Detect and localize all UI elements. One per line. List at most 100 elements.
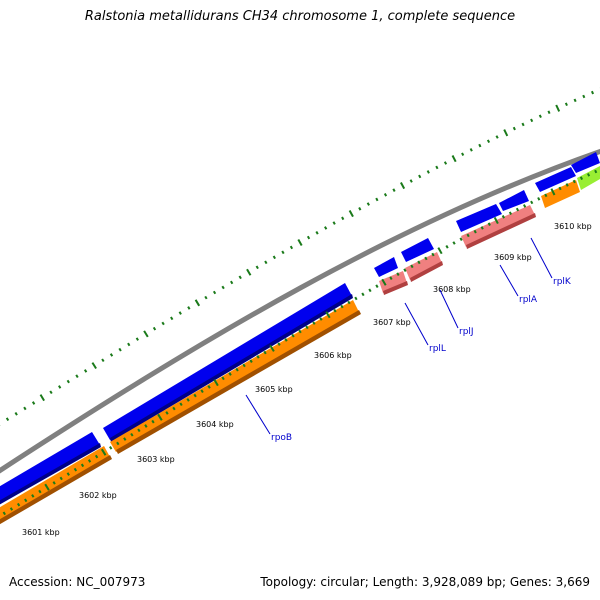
- minor-tick: [59, 476, 63, 481]
- major-tick: [91, 362, 97, 370]
- minor-tick: [83, 369, 88, 373]
- outer-scale-dots: [0, 87, 600, 426]
- minor-tick: [200, 389, 204, 394]
- minor-tick: [333, 308, 337, 313]
- minor-tick: [80, 463, 85, 468]
- minor-tick: [123, 437, 127, 441]
- minor-tick: [58, 385, 62, 389]
- minor-tick: [312, 321, 316, 325]
- tick-label: 3607 kbp: [373, 318, 411, 327]
- minor-tick: [172, 406, 176, 411]
- minor-tick: [452, 241, 456, 245]
- cds-feature: [499, 190, 529, 211]
- major-tick: [143, 330, 149, 338]
- rna-bar: [461, 205, 535, 247]
- tick-label: 3603 kbp: [137, 455, 175, 464]
- major-tick: [213, 379, 219, 387]
- minor-tick: [530, 118, 534, 123]
- rna-bar: [379, 271, 407, 293]
- minor-tick: [170, 316, 174, 321]
- minor-tick: [230, 280, 234, 285]
- minor-tick: [417, 260, 421, 265]
- reverse-bar: [110, 300, 359, 452]
- minor-tick: [495, 135, 499, 139]
- minor-tick: [315, 231, 319, 235]
- chromosome-backbone: [0, 148, 600, 474]
- minor-tick: [152, 326, 157, 331]
- minor-tick: [305, 325, 309, 330]
- cds-shadow: [0, 443, 101, 505]
- cds-feature: [374, 257, 398, 277]
- minor-tick: [151, 419, 155, 424]
- minor-tick: [443, 161, 448, 165]
- minor-tick: [375, 197, 379, 202]
- gene-label-rpla[interactable]: rplA: [519, 295, 538, 305]
- minor-tick: [392, 188, 396, 192]
- cds-feature: [571, 152, 600, 173]
- minor-tick: [212, 290, 217, 295]
- minor-tick: [109, 353, 114, 357]
- cds-feature: [535, 167, 576, 192]
- minor-tick: [396, 272, 400, 276]
- minor-tick: [538, 114, 542, 119]
- minor-tick: [383, 193, 388, 197]
- minor-tick: [284, 338, 288, 342]
- minor-tick: [291, 333, 295, 338]
- cds-feature: [0, 432, 100, 503]
- minor-tick: [277, 342, 281, 346]
- minor-tick: [478, 143, 482, 148]
- minor-tick: [409, 179, 413, 183]
- minor-tick: [579, 176, 584, 181]
- tick-label: 3604 kbp: [196, 420, 234, 429]
- minor-tick: [186, 398, 190, 402]
- minor-tick: [469, 148, 473, 152]
- topology-summary: Topology: circular; Length: 3,928,089 bp…: [260, 575, 590, 589]
- minor-tick: [272, 255, 276, 260]
- minor-tick: [368, 288, 372, 293]
- minor-tick: [256, 355, 260, 359]
- minor-tick: [137, 428, 141, 433]
- minor-tick: [31, 494, 35, 498]
- minor-tick: [347, 300, 351, 305]
- minor-tick: [23, 406, 27, 411]
- minor-tick: [424, 256, 428, 261]
- forward-cds-shadow: [0, 294, 353, 505]
- minor-tick: [238, 275, 242, 280]
- minor-tick: [298, 329, 302, 334]
- map-title: Ralstonia metallidurans CH34 chromosome …: [84, 9, 516, 24]
- gene-label-rpll[interactable]: rplL: [429, 344, 446, 354]
- minor-tick: [501, 215, 505, 219]
- minor-tick: [38, 489, 42, 494]
- minor-tick: [221, 376, 225, 381]
- minor-tick: [75, 374, 79, 379]
- other-feature: [577, 166, 600, 190]
- major-tick: [348, 210, 354, 218]
- minor-tick: [445, 245, 449, 249]
- gene-label-rpob[interactable]: rpoB: [271, 433, 292, 443]
- accession-text: Accession: NC_007973: [9, 575, 146, 589]
- minor-tick: [66, 379, 70, 384]
- cds-feature: [456, 204, 502, 232]
- cds-feature-rpob: [103, 283, 352, 440]
- minor-tick: [187, 306, 191, 310]
- minor-tick: [358, 207, 362, 211]
- minor-tick: [544, 193, 548, 198]
- minor-tick: [486, 139, 491, 144]
- minor-tick: [410, 264, 414, 269]
- minor-tick: [590, 90, 595, 95]
- major-tick: [269, 344, 275, 352]
- scale-labels: 3601 kbp 3602 kbp 3603 kbp 3604 kbp 3605…: [22, 222, 592, 537]
- gene-label-rplk[interactable]: rplK: [553, 277, 572, 287]
- minor-tick: [366, 202, 370, 206]
- minor-tick: [264, 260, 268, 265]
- minor-tick: [565, 183, 569, 187]
- major-tick: [194, 299, 201, 307]
- gene-label-rplj[interactable]: rplJ: [459, 327, 474, 337]
- major-tick: [555, 104, 561, 112]
- major-tick: [39, 394, 45, 402]
- minor-tick: [179, 402, 183, 407]
- minor-tick: [242, 363, 246, 368]
- major-tick: [325, 311, 331, 319]
- minor-tick: [49, 390, 53, 395]
